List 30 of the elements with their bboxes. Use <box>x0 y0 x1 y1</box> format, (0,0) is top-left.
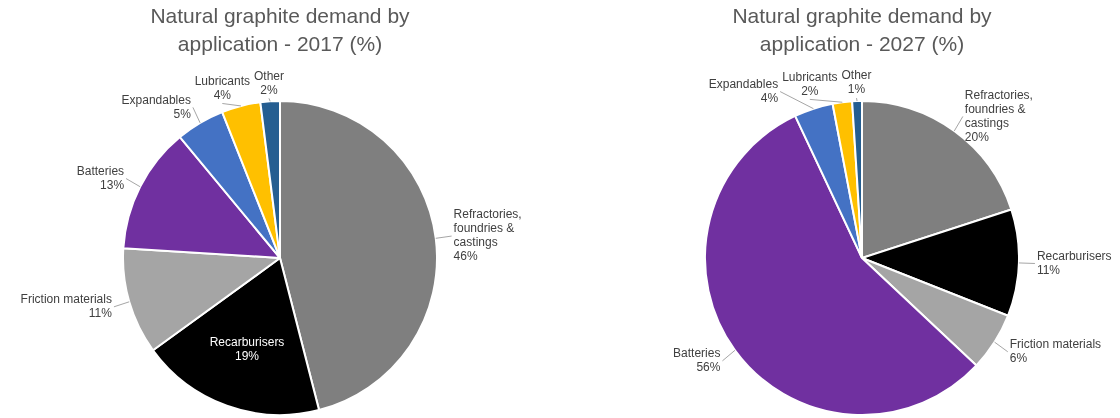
slice-label: Recarburisers <box>1036 248 1112 263</box>
data-label: 13% <box>100 177 125 192</box>
slice-label: Lubricants <box>782 69 838 84</box>
chart-title: Natural graphite demand by application - 2017 (%) <box>149 3 411 57</box>
data-label: 5% <box>173 106 192 121</box>
data-label: 1% <box>847 82 866 97</box>
slice-label: Other <box>841 68 872 83</box>
data-label: 6% <box>1009 351 1028 366</box>
slice-label: Refractories, foundries & castings <box>453 207 522 250</box>
slice-label: Refractories, foundries & castings <box>964 87 1033 130</box>
slice-label: Expandables <box>708 76 779 91</box>
slice-label: Lubricants <box>194 73 251 88</box>
slice-label: Friction materials <box>1009 337 1102 352</box>
slice-label: Batteries <box>76 163 125 178</box>
slice-label: Friction materials <box>20 292 112 307</box>
slice-label: Recarburisers <box>209 334 285 349</box>
data-label: 19% <box>235 348 260 363</box>
data-label: 2% <box>801 83 819 98</box>
data-label: 56% <box>696 360 721 375</box>
slice-label: Batteries <box>673 346 721 361</box>
data-label: 46% <box>453 249 478 264</box>
slice-label: Other <box>254 68 285 83</box>
data-label: 20% <box>964 129 990 144</box>
data-label: 2% <box>260 82 279 97</box>
data-label: 4% <box>760 90 779 105</box>
chart-title: Natural graphite demand by application - 2027 (%) <box>731 3 993 57</box>
slice-label: Expandables <box>121 92 191 107</box>
data-label: 11% <box>1036 262 1061 277</box>
data-label: 4% <box>213 87 232 102</box>
data-label: 11% <box>88 306 113 321</box>
